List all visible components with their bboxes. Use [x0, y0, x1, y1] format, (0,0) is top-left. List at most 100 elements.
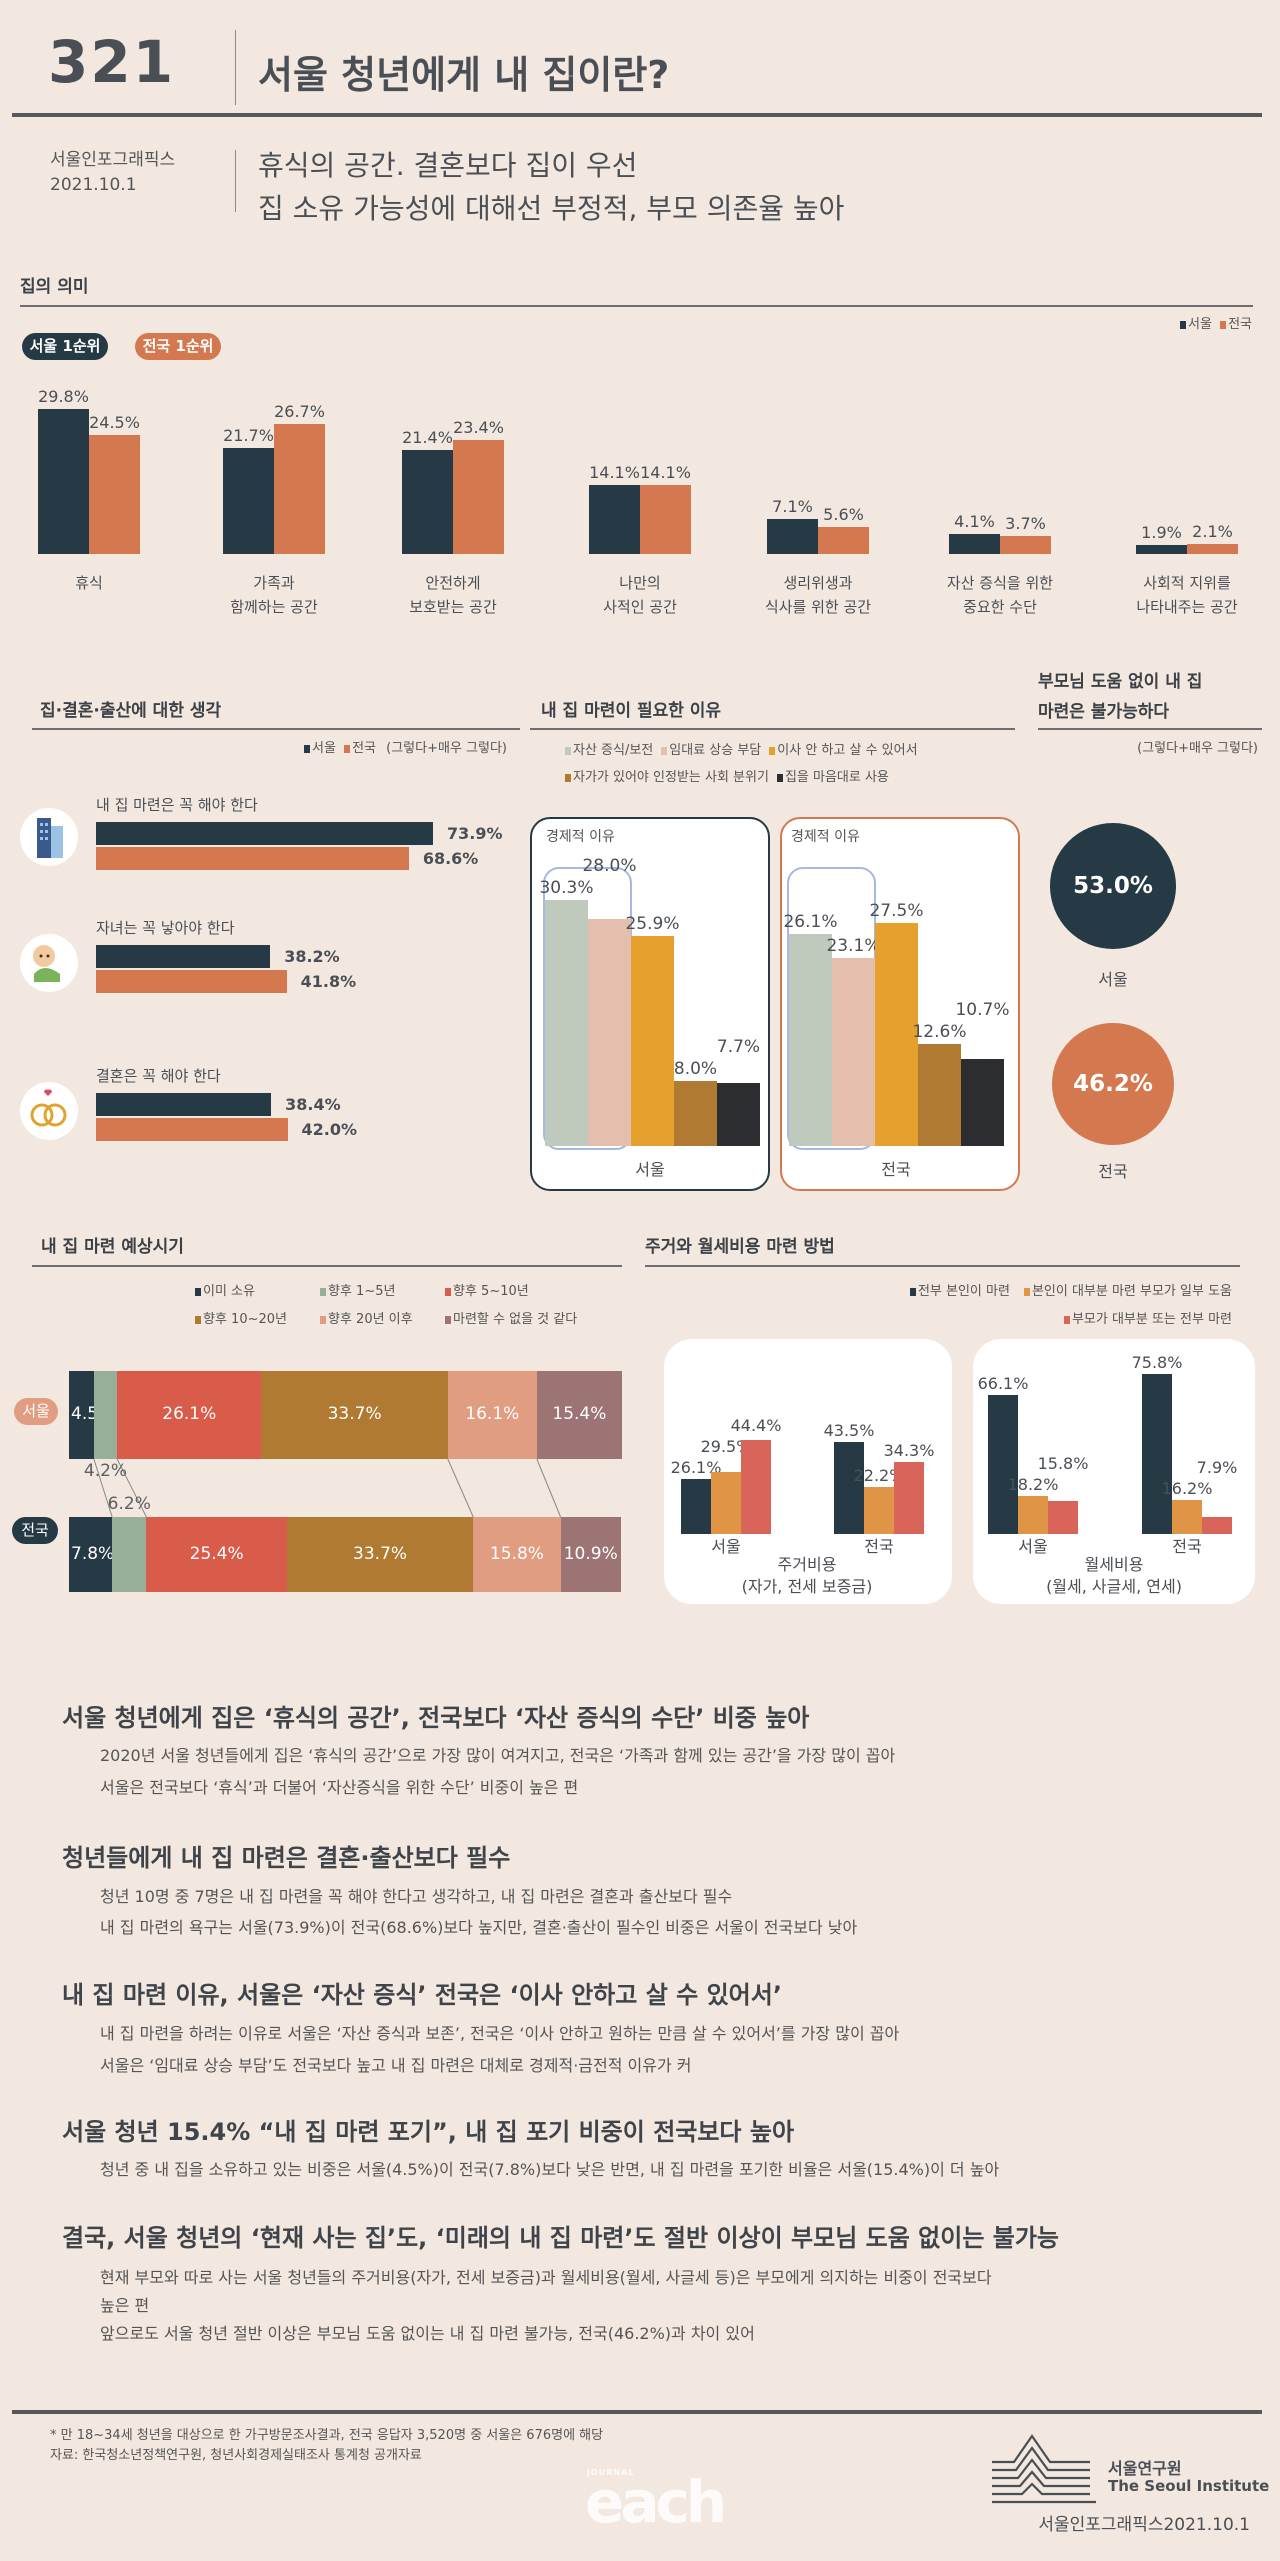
legend-swatch [195, 1287, 201, 1296]
bar-seoul [38, 408, 89, 554]
value-label: 30.3% [539, 877, 594, 898]
footnote: * 만 18~34세 청년을 대상으로 한 가구방문조사결과, 전국 응답자 3… [50, 2428, 604, 2443]
economic-reason-label: 경제적 이유 [546, 829, 615, 845]
value-label: 26.1% [783, 912, 838, 933]
segment-label: 33.7% [353, 1544, 408, 1564]
each-watermark-logo: JOURNAL each [585, 2468, 727, 2536]
legend-note: (그렇다+매우 그렇다) [386, 741, 507, 756]
summary-heading: 청년들에게 내 집 마련은 결혼·출산보다 필수 [62, 1844, 511, 1872]
summary-line: 내 집 마련의 욕구는 서울(73.9%)이 전국(68.6%)보다 높지만, … [100, 1918, 858, 1937]
divider [235, 150, 236, 212]
legend-swatch-seoul [1180, 320, 1187, 329]
legend: 서울 전국 [1180, 313, 1252, 332]
value-label: 7.1% [772, 497, 813, 517]
legend-item: 이미 소유 [195, 1278, 320, 1306]
section-title-funding: 주거와 월세비용 마련 방법 [645, 1237, 835, 1257]
section-rule [1038, 728, 1262, 730]
legend-item: 이사 안 하고 살 수 있어서 [769, 737, 918, 764]
reason-bar [961, 1059, 1004, 1146]
reason-bar [832, 958, 875, 1146]
value-label: 7.9% [1196, 1457, 1238, 1477]
timeline-segment [69, 1371, 94, 1459]
value-label: 4.1% [954, 512, 995, 532]
connector-line [447, 1458, 474, 1518]
bar-seoul [402, 449, 453, 554]
funding-bar [1018, 1495, 1048, 1534]
legend-item: 전부 본인이 마련 [909, 1278, 1010, 1306]
value-label: 7.7% [716, 1037, 761, 1058]
value-label: 14.1% [589, 463, 640, 483]
page-title: 서울 청년에게 내 집이란? [258, 53, 670, 97]
bar-national [453, 440, 504, 554]
funding-bar [741, 1440, 771, 1534]
subtitle-1: 휴식의 공간. 결혼보다 집이 우선 [258, 149, 638, 182]
panel-caption: (자가, 전세 보증금) [741, 1577, 873, 1596]
summary-heading: 서울 청년 15.4% “내 집 마련 포기”, 내 집 포기 비중이 전국보다… [62, 2118, 795, 2146]
legend-label: 이미 소유 [203, 1284, 255, 1299]
reason-bar [545, 899, 588, 1146]
category-label: 생리위생과 식사를 위한 공간 [765, 571, 871, 619]
value-label: 22.2% [853, 1466, 905, 1486]
legend-item: 자산 증식/보전 [565, 737, 653, 764]
legend-swatch [1023, 1287, 1030, 1296]
seoul-institute-logo [992, 2434, 1096, 2504]
row-label-national: 전국 [12, 1517, 58, 1544]
timeline-legend: 이미 소유 향후 1~5년 향후 5~10년향후 10~20년 향후 20년 이후 마련… [195, 1278, 625, 1334]
reason-bar [918, 1043, 961, 1146]
economic-reason-label: 경제적 이유 [791, 829, 860, 845]
rent-cost-card [973, 1339, 1255, 1604]
seoul-label: 서울 [1098, 970, 1128, 989]
summary-line: 2020년 서울 청년들에게 집은 ‘휴식의 공간’으로 가장 많이 여겨지고,… [100, 1746, 896, 1765]
timeline-segment [146, 1517, 287, 1592]
bar-national [96, 1118, 288, 1141]
section-rule [20, 305, 1253, 307]
legend-swatch-national [344, 744, 351, 753]
legend-label: 서울 [312, 741, 336, 756]
value-label: 16.2% [1161, 1478, 1213, 1498]
value-label: 15.8% [1037, 1453, 1089, 1473]
value-label: 73.9% [446, 824, 503, 843]
reasons-legend: 자산 증식/보전 임대료 상승 부담 이사 안 하고 살 수 있어서자가가 있어야 … [565, 737, 1015, 791]
value-label: 38.4% [285, 1095, 341, 1114]
summary-line: 내 집 마련을 하려는 이유로 서울은 ‘자산 증식과 보존’, 전국은 ‘이사… [100, 2024, 900, 2043]
legend-swatch [1063, 1315, 1070, 1324]
group-label: 전국 [1172, 1537, 1202, 1556]
category-label: 휴식 [75, 571, 103, 595]
legend-item: 마련할 수 없을 것 같다 [445, 1306, 605, 1334]
value-label: 10.7% [955, 999, 1010, 1020]
section-rule [32, 728, 520, 730]
bar-national [274, 423, 325, 554]
bar-national [1187, 543, 1238, 554]
value-label: 41.8% [300, 972, 357, 991]
legend-label: 서울 [1188, 317, 1212, 332]
category-line: 가족과 [253, 574, 295, 592]
legend-label: 향후 10~20년 [203, 1312, 287, 1327]
header-rule [12, 113, 1262, 117]
summary-line: 서울은 ‘임대료 상승 부담’도 전국보다 높고 내 집 마련은 대체로 경제적… [100, 2056, 692, 2075]
segment-label: 7.8% [71, 1544, 115, 1564]
legend-swatch [909, 1287, 916, 1296]
timeline-connectors [93, 1458, 562, 1518]
funding-bar [1048, 1500, 1078, 1534]
bar-national [89, 434, 140, 554]
bar-seoul [96, 1093, 272, 1116]
funding-legend: 전부 본인이 마련 본인이 대부분 마련 부모가 일부 도움부모가 대부분 또는 … [772, 1278, 1232, 1334]
bar-national [640, 485, 691, 554]
value-label: 18.2% [1007, 1474, 1059, 1494]
value-label: 8.0% [673, 1059, 718, 1080]
section-rule [645, 1265, 1240, 1267]
category-line: 사적인 공간 [603, 598, 677, 616]
building-icon [20, 808, 78, 866]
funding-bar [864, 1487, 894, 1534]
source: 자료: 한국청소년정책연구원, 청년사회경제실태조사 통계청 공개자료 [50, 2448, 422, 2463]
legend-label: 이사 안 하고 살 수 있어서 [777, 743, 918, 758]
category-line: 함께하는 공간 [230, 598, 318, 616]
legend-label: 임대료 상승 부담 [669, 743, 762, 758]
timeline-segment [117, 1371, 262, 1459]
watermark-top: JOURNAL [587, 2468, 635, 2477]
category-line: 생리위생과 [783, 574, 853, 592]
reason-bar [631, 935, 674, 1146]
seoul-circle: 53.0% [1050, 823, 1176, 949]
value-label: 44.4% [730, 1415, 782, 1435]
